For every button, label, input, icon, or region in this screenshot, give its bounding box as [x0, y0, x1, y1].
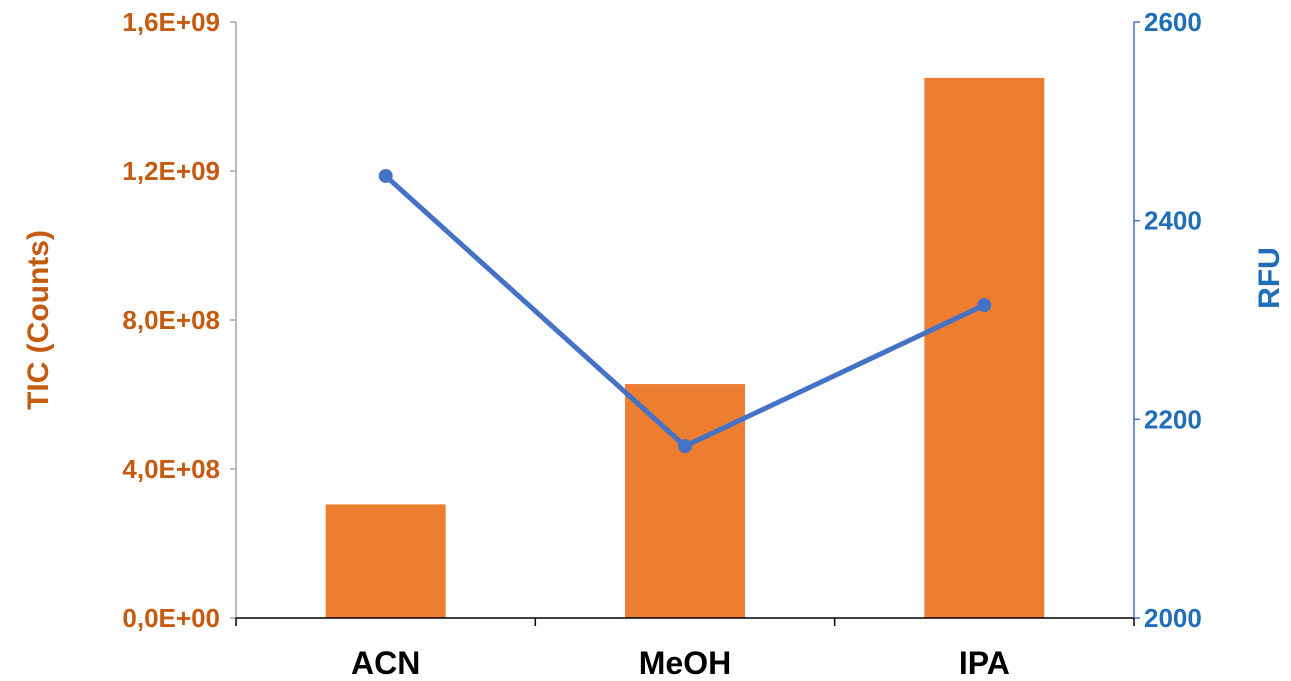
bar-meoh: [625, 384, 745, 618]
left-axis-title: TIC (Counts): [22, 230, 55, 410]
bar-ipa: [924, 77, 1045, 618]
left-tick-label: 1,2E+09: [122, 156, 220, 186]
right-axis-title: RFU: [1253, 247, 1286, 309]
line-series: [378, 168, 992, 454]
rfu-point-ipa: [977, 298, 992, 313]
right-tick-label: 2600: [1144, 7, 1202, 37]
left-tick-label: 8,0E+08: [122, 305, 220, 335]
category-label: IPA: [959, 645, 1010, 681]
rfu-point-acn: [378, 168, 393, 183]
right-tick-label: 2200: [1144, 404, 1202, 434]
category-label: MeOH: [639, 645, 731, 681]
bar-acn: [325, 504, 446, 618]
left-tick-label: 0,0E+00: [122, 603, 220, 633]
right-tick-label: 2000: [1144, 603, 1202, 633]
left-tick-label: 4,0E+08: [122, 454, 220, 484]
right-axis-ticks: 2000 2200 2400 2600: [1134, 7, 1202, 633]
bar-series: [325, 77, 1045, 618]
category-label: ACN: [351, 645, 420, 681]
left-axis-ticks: 0,0E+00 4,0E+08 8,0E+08 1,2E+09 1,6E+09: [122, 7, 236, 633]
x-axis-ticks: ACN MeOH IPA: [235, 618, 1135, 681]
rfu-point-meoh: [678, 439, 692, 454]
right-tick-label: 2400: [1144, 206, 1202, 236]
left-tick-label: 1,6E+09: [122, 7, 220, 37]
